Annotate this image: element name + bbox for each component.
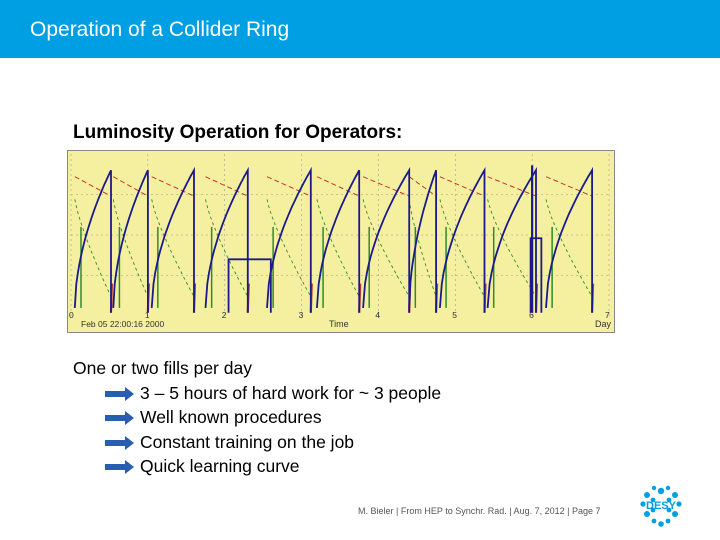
x-tick-label: 0	[69, 310, 74, 320]
list-item: Quick learning curve	[73, 454, 300, 479]
background-curve	[545, 199, 593, 297]
luminosity-fill-curve	[439, 166, 486, 313]
beam-current-curve	[545, 176, 593, 197]
luminosity-chart: 1 2 3 4 5 6 0 7 Feb 05 22:00:16 2000 Time Day	[67, 150, 615, 333]
desy-logo: DESY	[640, 485, 682, 527]
beam-current-curve	[74, 176, 112, 197]
list-item-text: Well known procedures	[140, 407, 322, 427]
luminosity-fill-curve	[545, 166, 593, 313]
intro-text: One or two fills per day	[73, 358, 252, 378]
list-item: Constant training on the job	[73, 430, 354, 455]
luminosity-fill-curve	[408, 169, 437, 313]
x-tick-label: 1	[145, 310, 150, 320]
beam-current-curve	[113, 176, 149, 197]
list-item-text: 3 – 5 hours of hard work for ~ 3 people	[140, 382, 442, 403]
logo-text: DESY	[646, 500, 677, 512]
x-tick-label: 5	[452, 310, 457, 320]
x-tick-label: 6	[529, 310, 534, 320]
luminosity-fill-curve	[150, 166, 195, 313]
x-tick-label: 4	[375, 310, 380, 320]
luminosity-series	[73, 165, 593, 313]
section-subtitle: Luminosity Operation for Operators:	[73, 122, 403, 143]
arrow-right-icon	[105, 435, 134, 450]
luminosity-fill-curve	[316, 169, 361, 313]
beam-current-curve	[362, 176, 410, 197]
list-item: 3 – 5 hours of hard work for ~ 3 people	[73, 381, 441, 406]
beam-current-curve	[487, 176, 537, 197]
luminosity-fill-curve	[204, 166, 249, 313]
background-series	[74, 199, 593, 308]
luminosity-plateau	[529, 237, 543, 313]
bullet-list: One or two fills per day 3 – 5 hours of …	[73, 356, 441, 479]
header-bar: Operation of a Collider Ring	[0, 0, 720, 58]
arrow-right-icon	[105, 386, 134, 401]
background-curve	[362, 199, 410, 297]
arrow-right-icon	[105, 411, 134, 425]
list-item-text: Quick learning curve	[140, 456, 300, 476]
arrow-right-icon	[105, 460, 134, 474]
luminosity-fill-curve	[73, 169, 112, 313]
beam-current-curve	[408, 176, 437, 197]
luminosity-fill-curve	[362, 166, 411, 313]
x-axis-label: Time	[329, 319, 349, 329]
background-curve	[266, 199, 312, 297]
x-unit-label: Day	[595, 319, 612, 329]
x-tick-label: 2	[222, 310, 227, 320]
footer-text: M. Bieler | From HEP to Synchr. Rad. | A…	[358, 506, 601, 516]
background-curve	[205, 199, 249, 297]
luminosity-fill-curve	[112, 169, 149, 313]
luminosity-plateau	[227, 258, 272, 313]
background-curve	[316, 199, 360, 297]
list-intro: One or two fills per day	[73, 356, 252, 381]
list-item: Well known procedures	[73, 405, 322, 430]
page-title: Operation of a Collider Ring	[30, 18, 290, 41]
x-axis-ticks: 1 2 3 4 5 6 0 7	[69, 310, 610, 320]
x-start-label: Feb 05 22:00:16 2000	[81, 319, 164, 329]
x-tick-label: 3	[299, 310, 304, 320]
x-tick-label: 7	[605, 310, 610, 320]
background-curve	[487, 199, 537, 297]
plot-border	[67, 150, 615, 333]
list-item-text: Constant training on the job	[140, 431, 355, 452]
luminosity-fill-curve	[266, 166, 312, 313]
beam-current-curve	[439, 176, 485, 197]
luminosity-fill-curve	[486, 167, 537, 313]
background-curve	[151, 199, 195, 297]
background-curve	[439, 199, 485, 297]
